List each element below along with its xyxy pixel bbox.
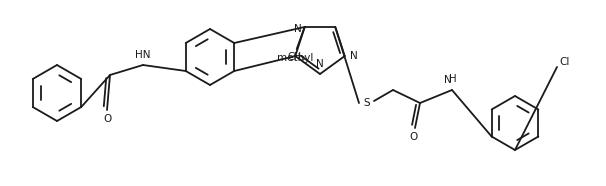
Text: N: N — [294, 24, 302, 34]
Text: HN: HN — [135, 50, 151, 60]
Text: methyl: methyl — [276, 53, 313, 63]
Text: Cl: Cl — [560, 57, 570, 67]
Text: O: O — [103, 114, 111, 124]
Text: N: N — [316, 59, 324, 69]
Text: CH₃: CH₃ — [288, 52, 306, 62]
Text: O: O — [409, 132, 417, 142]
Text: H: H — [449, 74, 457, 84]
Text: N: N — [350, 51, 358, 61]
Text: S: S — [364, 98, 370, 108]
Text: N: N — [444, 75, 452, 85]
